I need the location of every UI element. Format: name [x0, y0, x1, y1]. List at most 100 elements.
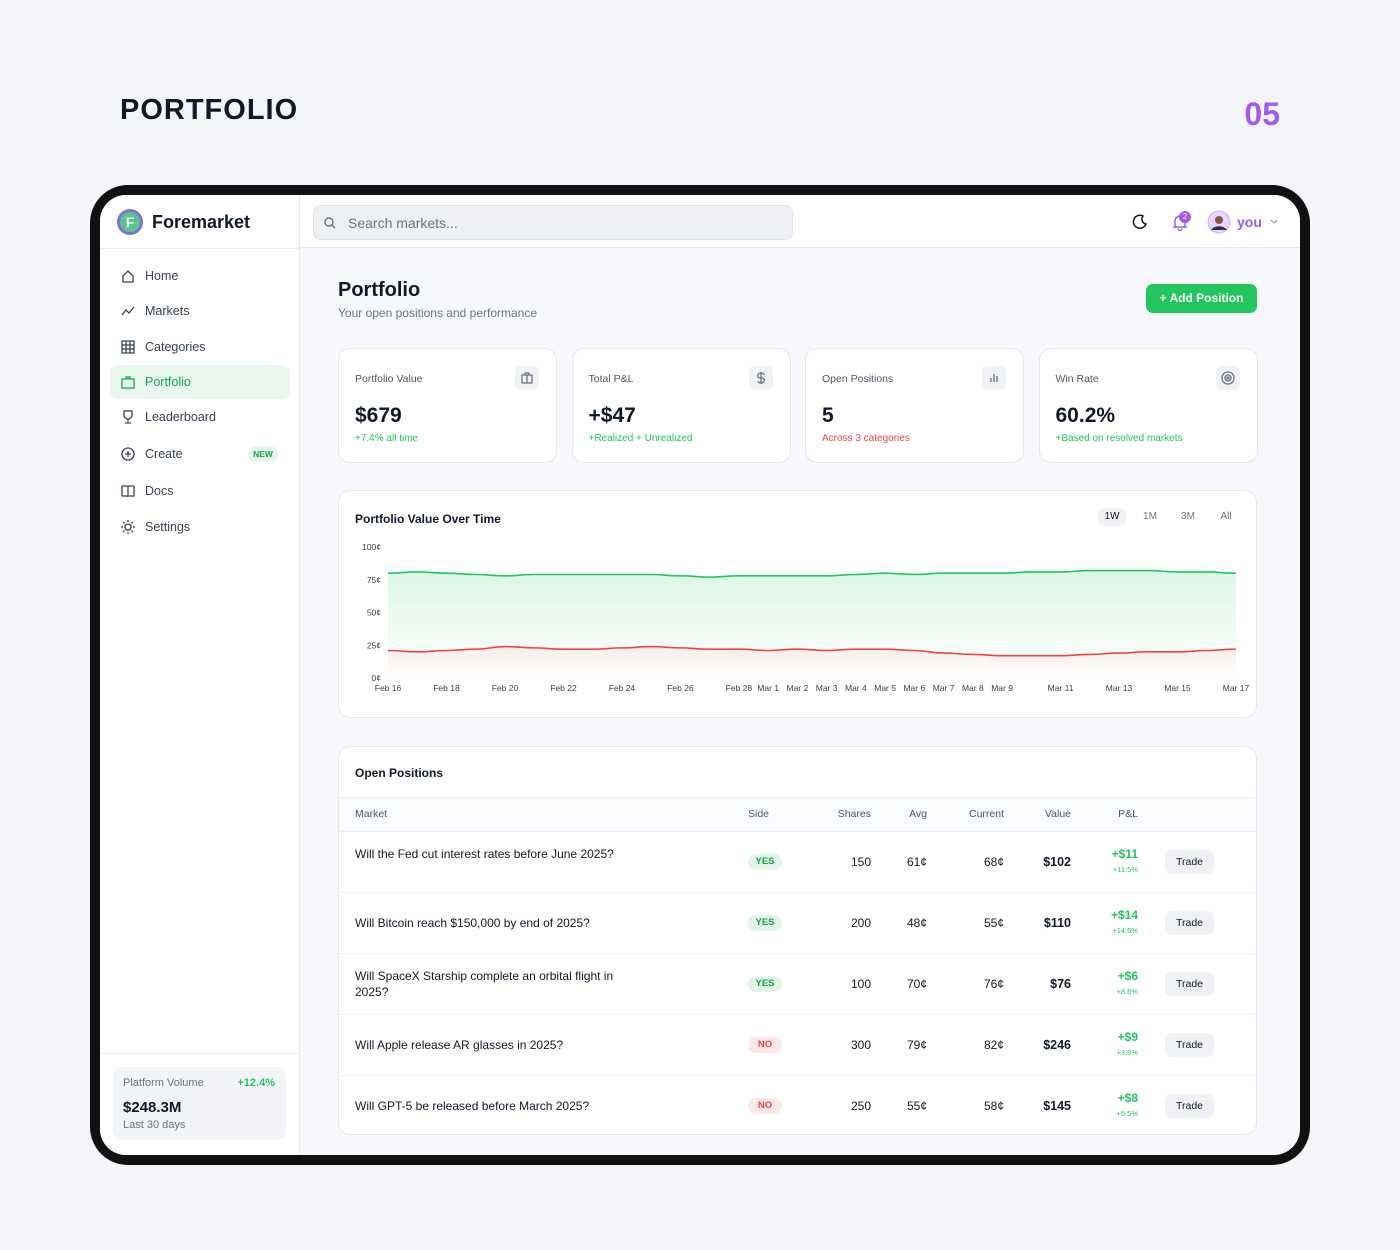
search-box[interactable]: Search markets... — [313, 205, 793, 240]
nav-label[interactable]: Categories — [145, 340, 206, 354]
avg: 48¢ — [906, 916, 927, 930]
search-placeholder: Search markets... — [348, 215, 458, 231]
nav-icon-shape — [121, 485, 135, 498]
page-subtitle: Your open positions and performance — [338, 306, 538, 320]
stat-icon-shape — [521, 372, 533, 384]
row-divider — [339, 892, 1256, 893]
stat-note: Across 3 categories — [822, 433, 910, 444]
platform-change: +12.4% — [237, 1077, 275, 1089]
nav-icon-shape — [121, 520, 135, 534]
x-tick-label: Mar 11 — [1048, 683, 1074, 693]
nav-icon-shape — [121, 447, 135, 461]
trade-button[interactable]: Trade — [1165, 1033, 1214, 1057]
nav-icon-shape — [122, 270, 134, 283]
add-position-button[interactable]: + Add Position — [1146, 284, 1257, 313]
nav-icon — [121, 340, 135, 354]
brand: Foremarket — [152, 212, 251, 232]
nav-icon — [121, 376, 135, 389]
trade-button[interactable]: Trade — [1165, 911, 1214, 935]
pnl: +$6 — [1117, 969, 1138, 983]
x-tick-label: Feb 16 — [375, 683, 402, 693]
nav-item[interactable] — [110, 400, 290, 434]
market-name[interactable]: Will GPT-5 be released before March 2025… — [355, 1099, 590, 1113]
stat-label: Total P&L — [588, 373, 634, 385]
x-tick-label: Mar 6 — [903, 683, 925, 693]
app-screen: F Foremarket Platform Volume +12.4% $248… — [100, 195, 1300, 1155]
nav-label[interactable]: Home — [145, 269, 179, 283]
stat-label: Win Rate — [1055, 373, 1099, 385]
positions-title: Open Positions — [355, 766, 444, 780]
stat-value: 60.2% — [1055, 404, 1116, 427]
side-badge: YES — [748, 854, 782, 870]
column-header: Value — [1044, 808, 1071, 820]
nav-item[interactable] — [110, 510, 290, 544]
nav-item[interactable] — [110, 437, 290, 471]
nav-item[interactable] — [110, 365, 290, 399]
x-tick-label: Feb 18 — [433, 683, 460, 693]
nav-icon — [123, 410, 133, 424]
user-name[interactable]: you — [1237, 214, 1262, 230]
range-button[interactable]: All — [1220, 511, 1232, 522]
nav-label[interactable]: Leaderboard — [145, 410, 216, 424]
nav-icon-shape — [121, 376, 135, 389]
page-number: 05 — [1244, 96, 1280, 132]
shares: 250 — [850, 1099, 871, 1113]
theme-toggle[interactable] — [1132, 214, 1148, 230]
chevron — [1270, 219, 1278, 224]
side-badge: YES — [748, 976, 782, 992]
y-tick-label: 0¢ — [372, 673, 382, 683]
stat-label: Open Positions — [822, 373, 894, 385]
y-tick-label: 25¢ — [367, 640, 381, 650]
stat-value: +$47 — [588, 404, 636, 427]
side-badge: NO — [748, 1037, 782, 1053]
nav-item[interactable] — [110, 474, 290, 508]
x-tick-label: Mar 9 — [991, 683, 1013, 693]
nav-item[interactable] — [110, 330, 290, 364]
nav-item[interactable] — [110, 294, 290, 328]
value: $102 — [1043, 855, 1071, 869]
value: $76 — [1050, 977, 1071, 991]
range-button[interactable]: 1W — [1097, 508, 1127, 526]
range-button[interactable]: 1M — [1143, 511, 1157, 522]
trade-button[interactable]: Trade — [1165, 972, 1214, 996]
nav-icon — [122, 270, 134, 283]
pnl-percent: +5.5% — [1116, 1109, 1138, 1118]
avatar[interactable] — [1207, 210, 1231, 234]
market-name[interactable]: Will the Fed cut interest rates before J… — [355, 847, 614, 861]
pnl-percent: +14.6% — [1112, 926, 1138, 935]
market-name[interactable]: Will SpaceX Starship complete an orbital… — [355, 969, 614, 999]
column-header: Current — [968, 808, 1004, 820]
x-tick-label: Feb 22 — [550, 683, 577, 693]
stat-icon — [982, 366, 1006, 390]
trade-button[interactable]: Trade — [1165, 850, 1214, 874]
area — [388, 646, 1236, 678]
x-tick-label: Mar 8 — [962, 683, 984, 693]
x-tick-label: Feb 24 — [609, 683, 636, 693]
page-header-title: PORTFOLIO — [120, 94, 299, 126]
column-header: Market — [355, 808, 388, 820]
value: $145 — [1043, 1099, 1071, 1113]
stat-value: $679 — [355, 404, 402, 427]
pnl: +$14 — [1110, 908, 1138, 922]
page-title: Portfolio — [338, 279, 421, 301]
nav-label[interactable]: Create — [145, 447, 183, 461]
nav-label[interactable]: Markets — [145, 304, 190, 318]
nav-icon — [121, 447, 135, 461]
market-name[interactable]: Will Bitcoin reach $150,000 by end of 20… — [355, 916, 590, 930]
nav-label[interactable]: Settings — [145, 520, 191, 534]
nav-item[interactable] — [110, 259, 290, 293]
platform-volume-card: Platform Volume +12.4% $248.3M Last 30 d… — [113, 1067, 286, 1140]
avg: 55¢ — [906, 1099, 927, 1113]
x-tick-label: Feb 28 — [726, 683, 753, 693]
x-tick-label: Mar 13 — [1106, 683, 1133, 693]
row-divider — [339, 1075, 1256, 1076]
nav-label[interactable]: Docs — [145, 484, 174, 498]
trade-button[interactable]: Trade — [1165, 1094, 1214, 1118]
nav-label[interactable]: Portfolio — [145, 375, 191, 389]
range-button[interactable]: 3M — [1181, 511, 1195, 522]
market-name[interactable]: Will Apple release AR glasses in 2025? — [355, 1038, 564, 1052]
avg: 79¢ — [906, 1038, 927, 1052]
logo: F — [117, 209, 143, 235]
nav-icon-shape — [123, 410, 133, 424]
pnl-percent: +8.6% — [1116, 987, 1138, 996]
